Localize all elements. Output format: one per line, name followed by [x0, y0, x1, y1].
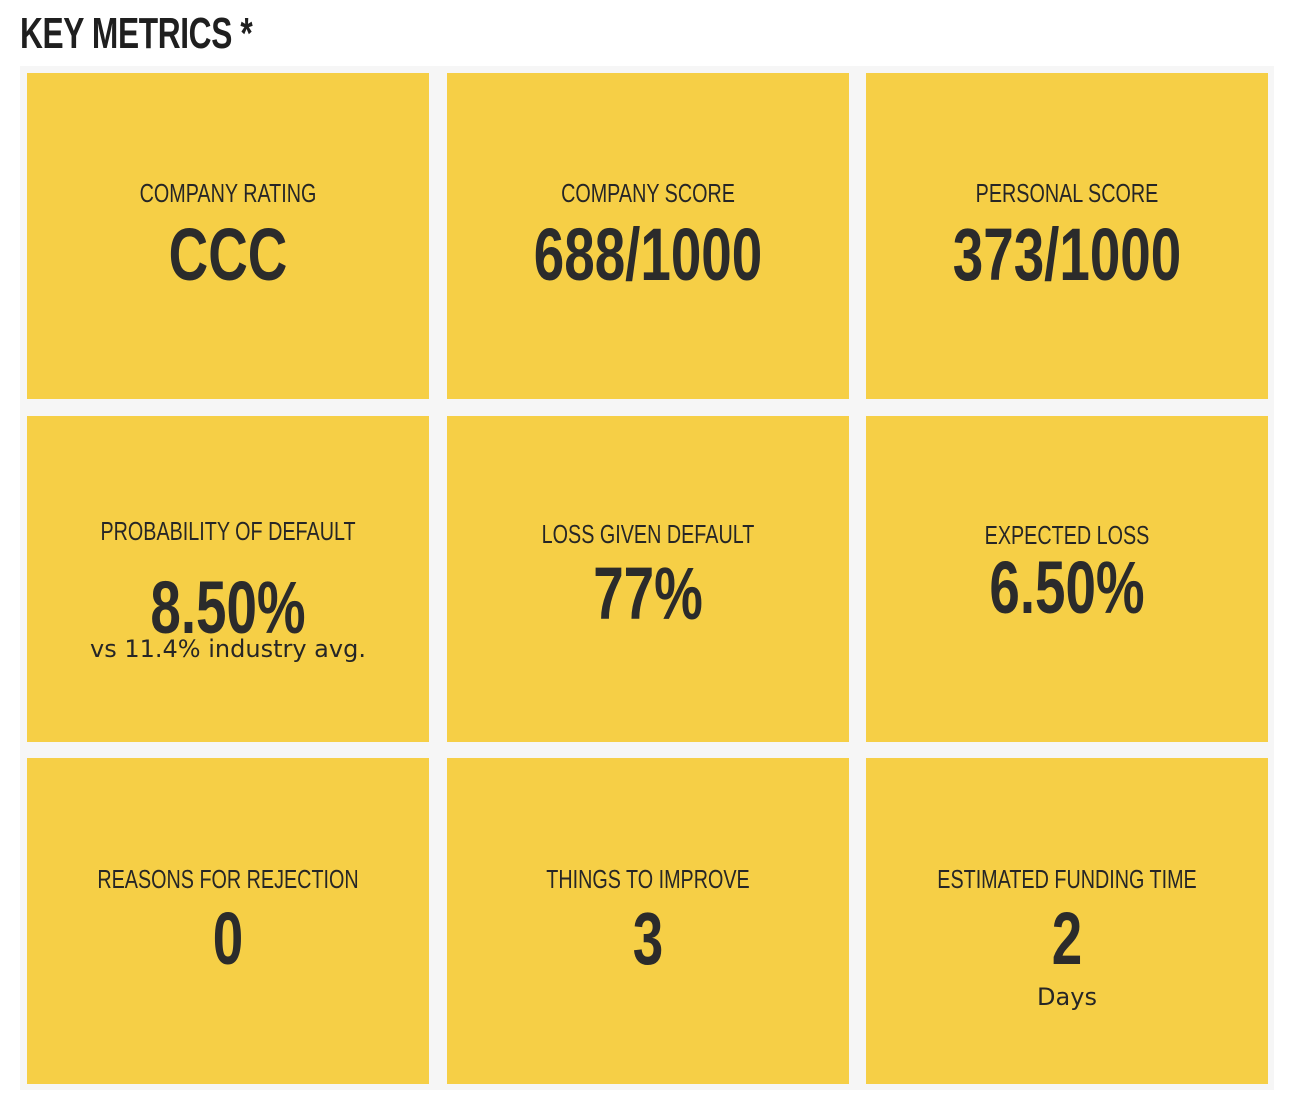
metric-label: LOSS GIVEN DEFAULT	[541, 519, 755, 549]
metric-card-personal-score: PERSONAL SCORE 373/1000	[866, 73, 1268, 399]
metric-value: 373/1000	[952, 213, 1182, 296]
metric-card-probability-of-default: PROBABILITY OF DEFAULT 8.50% vs 11.4% in…	[27, 416, 429, 742]
metric-card-loss-given-default: LOSS GIVEN DEFAULT 77%	[447, 416, 849, 742]
metric-label: PROBABILITY OF DEFAULT	[100, 516, 356, 546]
metric-value: 2	[1051, 897, 1083, 980]
metric-value: 77%	[593, 552, 703, 635]
metric-card-reasons-for-rejection: REASONS FOR REJECTION 0	[27, 758, 429, 1084]
metric-card-things-to-improve: THINGS TO IMPROVE 3	[447, 758, 849, 1084]
metric-value: 688/1000	[533, 213, 763, 296]
metric-value: 8.50%	[150, 566, 306, 649]
page-title: KEY METRICS *	[20, 9, 253, 58]
metric-label: ESTIMATED FUNDING TIME	[937, 864, 1197, 894]
metric-card-company-score: COMPANY SCORE 688/1000	[447, 73, 849, 399]
metric-label: EXPECTED LOSS	[984, 520, 1150, 550]
metric-value: 3	[632, 897, 664, 980]
metric-label: COMPANY RATING	[139, 178, 317, 208]
metric-value: CCC	[168, 213, 288, 296]
metric-value: 0	[212, 897, 244, 980]
metric-card-company-rating: COMPANY RATING CCC	[27, 73, 429, 399]
metric-label: COMPANY SCORE	[561, 178, 735, 208]
metric-comparison-note: vs 11.4% industry avg.	[90, 635, 366, 663]
metric-card-expected-loss: EXPECTED LOSS 6.50%	[866, 416, 1268, 742]
metric-label: THINGS TO IMPROVE	[546, 864, 750, 894]
metric-unit: Days	[1037, 983, 1097, 1011]
metric-value: 6.50%	[989, 546, 1145, 629]
metric-card-estimated-funding-time: ESTIMATED FUNDING TIME 2 Days	[866, 758, 1268, 1084]
metric-label: PERSONAL SCORE	[975, 178, 1159, 208]
metric-label: REASONS FOR REJECTION	[97, 864, 359, 894]
